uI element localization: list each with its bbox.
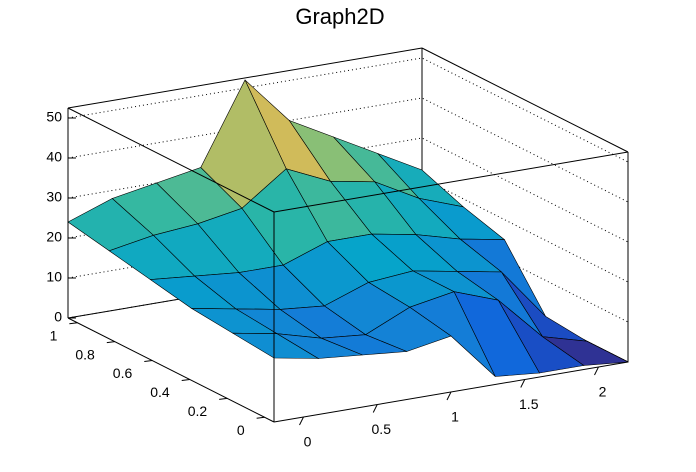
x-tick-label: 1 — [451, 409, 459, 425]
z-tick-label: 0 — [54, 309, 62, 325]
grid-line — [67, 217, 629, 323]
y-tick-label: 0.2 — [188, 403, 208, 419]
box-edge — [67, 107, 275, 213]
x-tick — [520, 379, 526, 388]
y-tick — [219, 397, 228, 400]
z-tick-label: 30 — [46, 189, 62, 205]
x-tick-label: 2 — [599, 384, 607, 400]
grid-line — [67, 97, 629, 203]
y-tick — [144, 360, 153, 363]
box-edge — [67, 47, 423, 109]
box-edge — [273, 151, 629, 213]
x-tick-label: 1.5 — [519, 396, 539, 412]
y-tick-label: 0.8 — [75, 346, 95, 362]
x-tick-label: 0.5 — [372, 421, 392, 437]
y-tick — [256, 416, 265, 419]
y-tick-label: 0 — [237, 422, 245, 438]
y-tick-label: 0.6 — [113, 365, 133, 381]
x-tick-label: 0 — [304, 434, 312, 450]
x-tick — [446, 391, 452, 401]
chart-title: Graph2D — [295, 4, 384, 29]
grid-line — [67, 137, 629, 243]
z-tick-label: 50 — [46, 109, 62, 125]
z-tick-label: 40 — [46, 149, 62, 165]
box-edge — [67, 317, 275, 423]
box-edge — [421, 47, 629, 153]
y-tick-label: 1 — [50, 327, 58, 343]
grid-line — [67, 57, 629, 163]
y-tick-label: 0.4 — [150, 384, 170, 400]
z-tick-label: 10 — [46, 269, 62, 285]
surface-cell — [231, 332, 320, 359]
y-tick — [106, 341, 115, 344]
grid-line — [67, 177, 629, 283]
y-tick — [69, 322, 78, 325]
x-tick — [372, 404, 378, 413]
y-tick — [181, 378, 190, 381]
x-tick — [594, 366, 599, 376]
x-tick — [299, 416, 304, 426]
z-tick-label: 20 — [46, 229, 62, 245]
